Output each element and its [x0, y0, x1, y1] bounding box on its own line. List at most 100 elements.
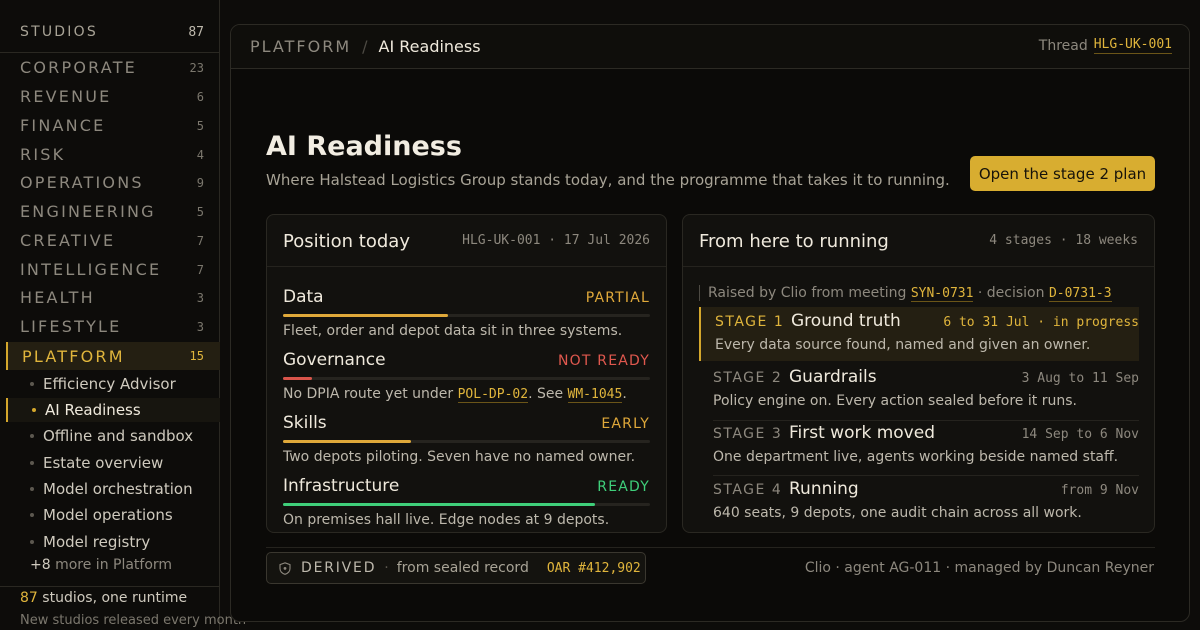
desc-text: . See: [528, 386, 568, 402]
category-count: 15: [189, 349, 204, 363]
shield-icon: [279, 561, 291, 575]
breadcrumb: PLATFORM / AI Readiness: [250, 37, 481, 56]
bullet-icon: [30, 461, 34, 465]
more-platform-link[interactable]: +8 more in Platform: [30, 557, 172, 573]
category-label: CORPORATE: [20, 58, 137, 77]
derived-separator: ·: [384, 560, 389, 576]
category-label: OPERATIONS: [20, 173, 144, 192]
stage-row-3[interactable]: STAGE 3 First work moved 14 Sep to 6 Nov…: [699, 419, 1139, 473]
category-count: 23: [189, 60, 204, 75]
bullet-icon: [30, 513, 34, 517]
card-title: From here to running: [699, 231, 889, 252]
card-header: From here to running 4 stages · 18 weeks: [683, 215, 1154, 267]
category-count: 5: [196, 118, 204, 133]
sidebar-item-label: Model orchestration: [43, 480, 193, 498]
pillar-desc: Fleet, order and depot data sit in three…: [283, 323, 623, 339]
category-label: REVENUE: [20, 87, 112, 106]
sidebar-footer-summary: 87 studios, one runtime: [20, 590, 187, 606]
sidebar-item-offline-sandbox[interactable]: Offline and sandbox: [30, 424, 220, 448]
raised-text: · decision: [977, 285, 1045, 301]
category-count: 5: [196, 204, 204, 219]
stage-label: STAGE 1: [715, 314, 785, 330]
stage-desc: Every data source found, named and given…: [715, 337, 1091, 353]
more-text: more in Platform: [55, 557, 173, 573]
policy-code-link[interactable]: POL-DP-02: [457, 387, 529, 403]
sidebar-footer-divider: [0, 586, 220, 587]
sidebar-item-model-orchestration[interactable]: Model orchestration: [30, 477, 220, 501]
category-count: 3: [196, 319, 204, 334]
sidebar-category-creative[interactable]: CREATIVE 7: [20, 231, 204, 250]
sidebar-item-label: Model operations: [43, 506, 173, 524]
sidebar-item-label: AI Readiness: [45, 401, 141, 419]
derived-badge[interactable]: DERIVED · from sealed record OAR #412,90…: [266, 552, 646, 584]
raised-text: Raised by Clio from meeting: [708, 285, 907, 301]
sidebar-category-risk[interactable]: RISK 4: [20, 145, 204, 164]
category-label: FINANCE: [20, 116, 106, 135]
work-item-link[interactable]: WM-1045: [567, 387, 623, 403]
pillar-name: Governance: [283, 350, 386, 370]
stage-dates: 6 to 31 Jul · in progress: [943, 315, 1139, 330]
pillar-status: PARTIAL: [585, 290, 650, 306]
category-label: HEALTH: [20, 288, 95, 307]
breadcrumb-separator: /: [362, 37, 368, 56]
open-stage-plan-button[interactable]: Open the stage 2 plan: [970, 156, 1155, 191]
sidebar-item-model-operations[interactable]: Model operations: [30, 503, 220, 527]
sidebar-item-model-registry[interactable]: Model registry: [30, 530, 220, 554]
card-meta: 4 stages · 18 weeks: [989, 233, 1138, 248]
stage-divider: [713, 475, 1139, 476]
studio-total: 87: [20, 590, 38, 606]
sidebar-category-engineering[interactable]: ENGINEERING 5: [20, 202, 204, 221]
sidebar-category-corporate[interactable]: CORPORATE 23: [20, 58, 204, 77]
stage-title: Ground truth: [791, 311, 901, 331]
record-code-link[interactable]: OAR #412,902: [546, 560, 641, 576]
desc-text: No DPIA route yet under: [283, 386, 458, 402]
stage-row-1[interactable]: STAGE 1 Ground truth 6 to 31 Jul · in pr…: [699, 307, 1139, 361]
sidebar-category-intelligence[interactable]: INTELLIGENCE 7: [20, 260, 204, 279]
sidebar-item-efficiency-advisor[interactable]: Efficiency Advisor: [30, 372, 220, 396]
agent-attribution: Clio · agent AG-011 · managed by Duncan …: [804, 560, 1154, 576]
stage-title: First work moved: [789, 423, 935, 443]
sidebar-item-label: Model registry: [43, 533, 151, 551]
pillar-status: EARLY: [601, 416, 650, 432]
card-header: Position today HLG-UK-001 · 17 Jul 2026: [267, 215, 666, 267]
category-label: CREATIVE: [20, 231, 116, 250]
readiness-bar: [283, 377, 313, 380]
thread-code-link[interactable]: HLG-UK-001: [1093, 37, 1172, 54]
meeting-link[interactable]: SYN-0731: [910, 286, 974, 302]
sidebar-item-ai-readiness[interactable]: AI Readiness: [6, 398, 220, 422]
bullet-icon: [30, 487, 34, 491]
sidebar-category-finance[interactable]: FINANCE 5: [20, 116, 204, 135]
pillar-desc: On premises hall live. Edge nodes at 9 d…: [283, 512, 610, 528]
stage-row-2[interactable]: STAGE 2 Guardrails 3 Aug to 11 Sep Polic…: [699, 363, 1139, 417]
readiness-track: [283, 440, 650, 443]
thread-label: Thread: [1038, 37, 1088, 54]
category-count: 3: [196, 290, 204, 305]
bullet-icon: [30, 382, 34, 386]
sidebar-category-platform[interactable]: PLATFORM 15: [6, 342, 220, 370]
category-count: 7: [196, 233, 204, 248]
sidebar-category-revenue[interactable]: REVENUE 6: [20, 87, 204, 106]
readiness-track: [283, 314, 650, 317]
pillar-name: Infrastructure: [283, 476, 400, 496]
stage-row-4[interactable]: STAGE 4 Running from 9 Nov 640 seats, 9 …: [699, 475, 1139, 529]
studios-header-label: STUDIOS: [20, 24, 98, 40]
card-title: Position today: [283, 231, 410, 252]
stage-title: Guardrails: [789, 367, 877, 387]
bullet-icon: [30, 434, 34, 438]
pillar-desc: No DPIA route yet under POL-DP-02. See W…: [283, 386, 627, 403]
sidebar-item-estate-overview[interactable]: Estate overview: [30, 451, 220, 475]
readiness-bar: [283, 440, 412, 443]
sidebar-category-health[interactable]: HEALTH 3: [20, 288, 204, 307]
derived-tag: DERIVED: [301, 560, 377, 576]
breadcrumb-root[interactable]: PLATFORM: [250, 37, 352, 56]
sidebar-category-lifestyle[interactable]: LIFESTYLE 3: [20, 317, 204, 336]
readiness-bar: [283, 503, 595, 506]
studios-header-count: 87: [188, 24, 204, 40]
decision-link[interactable]: D-0731-3: [1048, 286, 1112, 302]
stage-label: STAGE 3: [713, 426, 783, 442]
sidebar-category-operations[interactable]: OPERATIONS 9: [20, 173, 204, 192]
category-count: 4: [196, 147, 204, 162]
category-count: 7: [196, 262, 204, 277]
sidebar-item-label: Estate overview: [43, 454, 164, 472]
